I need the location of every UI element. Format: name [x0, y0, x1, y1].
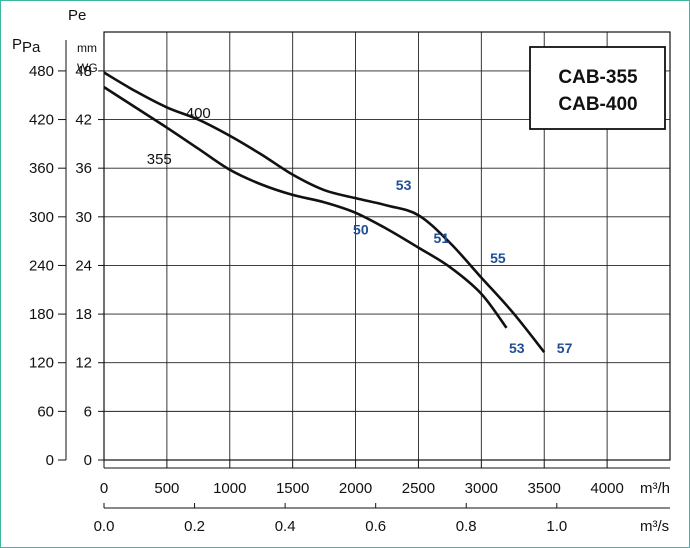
legend-entry-cab-400: CAB-400 — [558, 94, 637, 115]
y-right-tick-label: 42 — [75, 112, 92, 129]
curve-label: 355 — [147, 151, 172, 168]
x-tick-label: 2500 — [402, 480, 435, 497]
curve-label: 400 — [186, 105, 211, 122]
x-tick-label: 3500 — [528, 480, 561, 497]
x2-tick-label: 0.6 — [365, 518, 386, 535]
x-tick-label: 2000 — [339, 480, 372, 497]
y-right-tick-label: 30 — [75, 209, 92, 226]
x-tick-label: 0 — [100, 480, 108, 497]
y-right-tick-label: 24 — [75, 257, 92, 274]
left-axis-prefix: P — [12, 36, 22, 53]
noise-level-label: 55 — [490, 250, 506, 266]
x2-tick-label: 0.0 — [94, 518, 115, 535]
x-tick-label: 1000 — [213, 480, 246, 497]
y-left-tick-label: 120 — [29, 355, 54, 372]
left-axis-label: Pa — [22, 39, 41, 56]
y-right-tick-label: 6 — [84, 403, 92, 420]
x2-tick-label: 0.4 — [275, 518, 296, 535]
curve-400 — [103, 71, 546, 353]
y-left-tick-label: 240 — [29, 257, 54, 274]
x-axis-secondary-unit: m³/s — [640, 518, 669, 535]
y-right-tick-label: 48 — [75, 63, 92, 80]
chart-curves — [103, 71, 546, 353]
noise-level-label: 57 — [557, 340, 573, 356]
y-left-tick-label: 0 — [46, 452, 54, 469]
noise-level-label: 51 — [434, 230, 450, 246]
x-tick-label: 3000 — [465, 480, 498, 497]
y-left-tick-label: 300 — [29, 209, 54, 226]
x2-tick-label: 1.0 — [546, 518, 567, 535]
noise-level-label: 53 — [509, 340, 525, 356]
y-right-tick-label: 36 — [75, 160, 92, 177]
x2-tick-label: 0.2 — [184, 518, 205, 535]
x-tick-label: 1500 — [276, 480, 309, 497]
x-axis-primary-unit: m³/h — [640, 480, 670, 497]
y-right-tick-label: 0 — [84, 452, 92, 469]
right-axis-unit-line1: mm — [77, 41, 97, 55]
plot-area — [103, 31, 671, 461]
y-left-tick-label: 480 — [29, 63, 54, 80]
y-left-tick-label: 60 — [37, 403, 54, 420]
right-axis-label: Pe — [68, 7, 86, 24]
x2-tick-label: 0.8 — [456, 518, 477, 535]
right-axis-unit-line2: WG — [77, 61, 98, 75]
noise-level-label: 53 — [396, 177, 412, 193]
chart-grid — [104, 32, 670, 460]
chart-axes — [58, 31, 671, 509]
x-tick-label: 4000 — [590, 480, 623, 497]
curve-355 — [103, 86, 508, 329]
x-tick-label: 500 — [154, 480, 179, 497]
legend-entry-cab-355: CAB-355 — [558, 67, 638, 88]
y-left-tick-label: 420 — [29, 112, 54, 129]
y-right-tick-label: 18 — [75, 306, 92, 323]
y-left-tick-label: 180 — [29, 306, 54, 323]
y-left-tick-label: 360 — [29, 160, 54, 177]
noise-level-label: 50 — [353, 222, 369, 238]
y-right-tick-label: 12 — [75, 355, 92, 372]
legend-box — [529, 46, 666, 130]
